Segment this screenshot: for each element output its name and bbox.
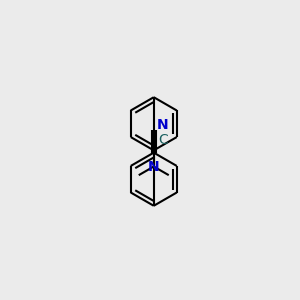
Text: N: N (148, 160, 160, 173)
Text: C: C (158, 133, 168, 147)
Text: N: N (157, 118, 169, 132)
